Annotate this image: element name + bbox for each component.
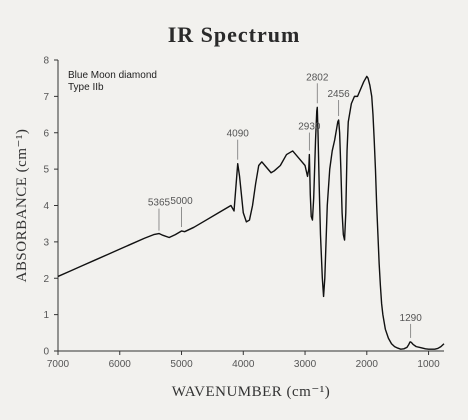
peak-label: 1290 (400, 313, 423, 324)
y-tick-label: 3 (43, 237, 49, 248)
peak-label: 5365 (148, 198, 171, 209)
y-tick-label: 5 (43, 165, 49, 176)
y-tick-label: 2 (43, 274, 49, 285)
x-axis-title: WAVENUMBER (cm⁻¹) (172, 384, 331, 400)
ticks: 7000 6000 5000 4000 3000 2000 1000 0 1 2 3 4 5 6 7 8 (43, 56, 440, 371)
y-tick-label: 1 (43, 310, 49, 321)
axes (57, 60, 444, 352)
peak-label: 5000 (170, 196, 193, 207)
y-tick-label: 6 (43, 128, 49, 139)
peak-label: 2802 (306, 72, 329, 83)
x-tick-label: 3000 (294, 359, 317, 370)
x-tick-label: 1000 (417, 359, 440, 370)
peak-label: 2930 (298, 122, 321, 133)
peak-label: 4090 (227, 129, 250, 140)
y-axis-title: ABSORBANCE (cm⁻¹) (14, 129, 30, 283)
x-tick-label: 4000 (232, 359, 255, 370)
y-tick-label: 0 (43, 347, 49, 358)
annotation-line: Type IIb (68, 82, 104, 93)
x-tick-label: 7000 (47, 359, 70, 370)
y-tick-label: 7 (43, 92, 49, 103)
annotation-line: Blue Moon diamond (68, 70, 157, 81)
y-tick-label: 4 (43, 201, 49, 212)
x-tick-label: 2000 (356, 359, 379, 370)
x-tick-label: 6000 (109, 359, 132, 370)
y-tick-label: 8 (43, 56, 49, 67)
spectrum-line (57, 75, 445, 350)
peak-labels: 5365 5000 4090 2930 2802 2456 1290 (148, 72, 422, 338)
chart-title: IR Spectrum (0, 22, 468, 48)
chart-title-text: IR Spectrum (167, 22, 301, 47)
peak-label: 2456 (328, 89, 351, 100)
x-tick-label: 5000 (170, 359, 193, 370)
